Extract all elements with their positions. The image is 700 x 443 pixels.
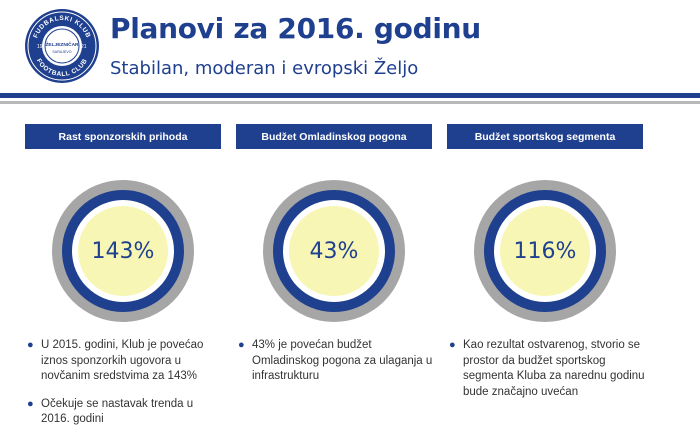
page-title: Planovi za 2016. godinu — [110, 12, 481, 45]
club-logo: FUDBALSKI KLUB FOOTBALL CLUB 19 21 ŽELJE… — [24, 8, 100, 84]
ring-graphic — [474, 180, 616, 322]
bullet-text: 43% je povećan budžet Omladinskog pogona… — [252, 339, 433, 382]
kpi-value: 143% — [91, 238, 155, 264]
list-item: ● Kao rezultat ostvarenog, stvorio se pro… — [447, 338, 647, 400]
bullet-text: U 2015. godini, Klub je povećao iznos sp… — [41, 339, 204, 382]
kpi-value: 43% — [309, 238, 359, 264]
kpi-ring: 116% — [473, 179, 617, 323]
kpi-column-sports: Budžet sportskog segmenta 116% ● Kao rezu… — [447, 124, 645, 398]
kpi-column-youth: Budžet Omladinskog pogona 43% ● 43% je po… — [236, 124, 432, 382]
kpi-bullet-list: ● Kao rezultat ostvarenog, stvorio se pro… — [447, 338, 647, 412]
kpi-header: Rast sponzorskih prihoda — [25, 124, 221, 149]
club-crest-icon: FUDBALSKI KLUB FOOTBALL CLUB 19 21 ŽELJE… — [25, 9, 99, 83]
list-item: ● U 2015. godini, Klub je povećao iznos s… — [25, 338, 225, 385]
bullet-icon: ● — [27, 397, 34, 410]
bullet-text: Kao rezultat ostvarenog, stvorio se pros… — [463, 339, 645, 398]
ring-graphic — [263, 180, 405, 322]
logo-bottom-text: SARAJEVO — [52, 50, 71, 54]
bullet-icon: ● — [238, 339, 245, 351]
kpi-header: Budžet sportskog segmenta — [447, 124, 643, 149]
list-item: ● 43% je povećan budžet Omladinskog pogon… — [236, 338, 436, 385]
page-subtitle: Stabilan, moderan i evropski Željo — [110, 58, 419, 79]
logo-right-year: 21 — [81, 44, 87, 50]
logo-center-text: ŽELJEZNIČAR — [45, 40, 79, 48]
bullet-icon: ● — [27, 339, 34, 351]
logo-left-year: 19 — [37, 44, 43, 50]
bullet-icon: ● — [449, 339, 456, 351]
kpi-header: Budžet Omladinskog pogona — [236, 124, 432, 149]
kpi-column-sponsorship: Rast sponzorskih prihoda 143% ● U 2015. g… — [25, 124, 221, 425]
bullet-text: Očekuje se nastavak trenda u 2016. godin… — [41, 397, 194, 426]
kpi-ring: 43% — [262, 179, 406, 323]
header-divider-gray — [0, 101, 700, 104]
list-item: ● Očekuje se nastavak trenda u 2016. godi… — [25, 397, 225, 428]
kpi-bullet-list: ● U 2015. godini, Klub je povećao iznos s… — [25, 338, 225, 440]
kpi-bullet-list: ● 43% je povećan budžet Omladinskog pogon… — [236, 338, 436, 397]
ring-graphic — [52, 180, 194, 322]
header-divider-blue — [0, 93, 700, 98]
kpi-ring: 143% — [51, 179, 195, 323]
kpi-value: 116% — [513, 238, 577, 264]
